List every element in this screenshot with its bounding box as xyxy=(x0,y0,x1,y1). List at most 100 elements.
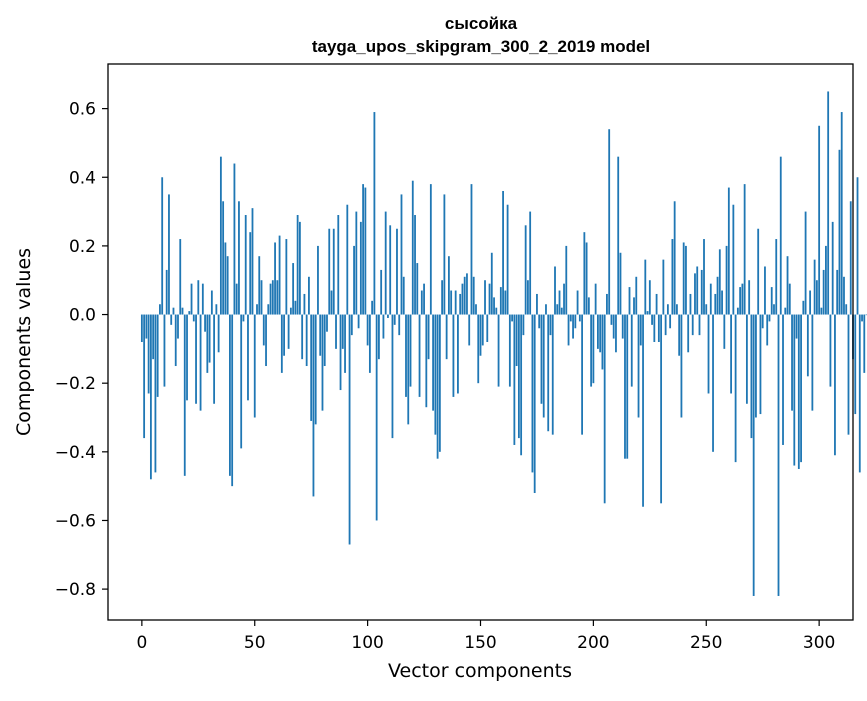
y-tick-label: 0.0 xyxy=(69,306,96,326)
bar-290 xyxy=(795,314,798,339)
chart-title-line1: сысойка xyxy=(445,14,518,33)
bar-201 xyxy=(594,283,597,315)
bar-114 xyxy=(398,314,401,336)
bar-59 xyxy=(274,242,276,315)
bar-49 xyxy=(251,208,254,315)
bar-103 xyxy=(373,112,376,315)
bar-289 xyxy=(793,314,796,466)
bar-163 xyxy=(508,314,511,387)
bar-178 xyxy=(542,314,545,418)
bar-64 xyxy=(285,239,288,315)
bar-38 xyxy=(226,256,229,315)
bar-71 xyxy=(301,314,304,360)
bar-263 xyxy=(734,314,737,463)
bar-216 xyxy=(628,287,631,315)
bar-117 xyxy=(405,314,407,397)
bar-184 xyxy=(556,304,559,315)
bar-62 xyxy=(280,314,283,373)
bar-31 xyxy=(210,290,213,315)
x-tick-label: 200 xyxy=(577,633,609,653)
bar-261 xyxy=(730,314,732,394)
bar-162 xyxy=(506,204,509,315)
bar-196 xyxy=(583,232,586,315)
bar-156 xyxy=(493,297,495,315)
bar-318 xyxy=(858,314,861,473)
bar-107 xyxy=(382,314,385,339)
bar-227 xyxy=(653,314,656,342)
bar-48 xyxy=(249,232,252,315)
bar-295 xyxy=(806,314,809,377)
bar-154 xyxy=(488,283,491,315)
bar-81 xyxy=(323,314,326,367)
bar-37 xyxy=(224,242,227,315)
bar-25 xyxy=(197,280,200,315)
bar-123 xyxy=(418,314,421,397)
bar-134 xyxy=(443,194,446,315)
bar-146 xyxy=(470,184,473,315)
bar-255 xyxy=(716,276,719,315)
bar-229 xyxy=(657,314,660,342)
bar-60 xyxy=(276,280,279,315)
bar-56 xyxy=(267,304,270,315)
bar-316 xyxy=(854,314,857,415)
bar-313 xyxy=(847,314,850,435)
bar-27 xyxy=(201,283,204,315)
bar-280 xyxy=(773,304,775,315)
bar-75 xyxy=(310,314,313,421)
bar-131 xyxy=(436,314,439,459)
bar-0 xyxy=(140,314,143,342)
bar-26 xyxy=(199,314,202,411)
bar-269 xyxy=(748,280,751,315)
bar-251 xyxy=(707,314,710,394)
bar-39 xyxy=(229,314,231,476)
bar-199 xyxy=(590,314,593,387)
bar-164 xyxy=(511,314,514,322)
bar-299 xyxy=(815,280,818,315)
bar-194 xyxy=(578,314,581,322)
bars-group xyxy=(140,91,867,596)
bar-101 xyxy=(368,314,371,373)
bar-30 xyxy=(208,314,211,363)
bar-153 xyxy=(486,314,489,342)
bar-10 xyxy=(163,314,166,387)
bar-140 xyxy=(457,314,459,394)
bar-311 xyxy=(843,276,845,315)
bar-136 xyxy=(447,256,450,315)
bar-272 xyxy=(755,314,757,418)
bar-41 xyxy=(233,163,236,315)
bar-208 xyxy=(610,314,613,325)
bar-2 xyxy=(145,314,148,339)
bar-100 xyxy=(366,314,369,346)
bar-44 xyxy=(240,314,243,449)
bar-158 xyxy=(497,314,500,387)
chart-title-line2: tayga_upos_skipgram_300_2_2019 model xyxy=(312,37,650,56)
bar-254 xyxy=(714,293,717,315)
bar-172 xyxy=(529,211,532,315)
bar-65 xyxy=(287,314,290,349)
bar-9 xyxy=(161,177,164,315)
bar-66 xyxy=(289,307,292,315)
bar-210 xyxy=(615,314,617,353)
bar-17 xyxy=(179,239,182,315)
bar-22 xyxy=(190,283,193,315)
bar-121 xyxy=(414,215,416,315)
bar-170 xyxy=(524,225,527,315)
bar-152 xyxy=(484,280,486,315)
bar-97 xyxy=(359,221,362,315)
bar-303 xyxy=(825,245,827,315)
bar-128 xyxy=(429,184,432,315)
bar-310 xyxy=(840,112,843,315)
bar-243 xyxy=(689,293,692,315)
bar-270 xyxy=(750,314,753,439)
bar-15 xyxy=(174,314,177,367)
bar-185 xyxy=(558,290,561,315)
bar-138 xyxy=(452,314,455,397)
x-tick-label: 300 xyxy=(803,633,835,653)
bar-200 xyxy=(592,314,595,384)
bar-187 xyxy=(563,283,565,315)
ticks-group: 0 50 100 150 200 250 300 −0.8 −0.6 −0.4 −0.2 0.0 0.2… xyxy=(55,100,836,653)
bar-88 xyxy=(339,314,342,391)
bar-83 xyxy=(328,228,331,315)
x-tick-label: 50 xyxy=(244,633,266,653)
